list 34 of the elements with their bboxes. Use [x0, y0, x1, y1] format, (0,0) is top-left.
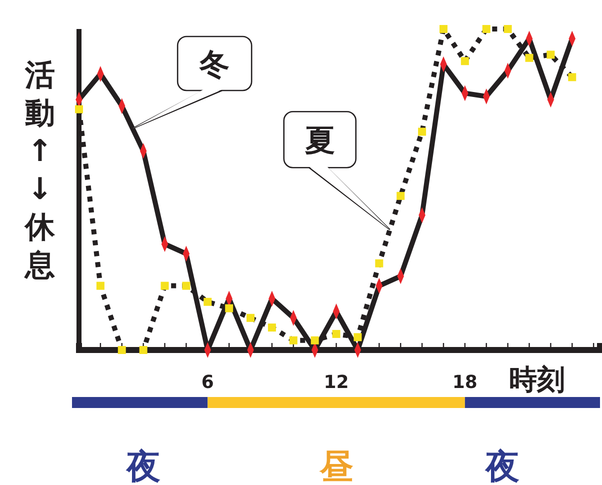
point	[546, 50, 555, 59]
point	[396, 192, 405, 200]
x-tick-label: 12	[324, 372, 349, 393]
point	[332, 330, 340, 338]
point	[504, 25, 512, 33]
text: 夜	[484, 447, 520, 485]
x-tick-label: 6	[201, 372, 214, 393]
point	[310, 336, 319, 344]
point	[525, 54, 534, 62]
point	[225, 304, 234, 312]
point	[75, 105, 83, 114]
point	[482, 25, 490, 33]
text: 冬	[198, 48, 230, 83]
point	[182, 282, 190, 290]
point	[268, 324, 276, 332]
point	[204, 298, 212, 306]
text: 昼	[318, 447, 354, 485]
point	[418, 128, 426, 136]
x-axis-title: 時刻	[509, 363, 565, 396]
point	[246, 314, 255, 322]
point	[460, 57, 469, 66]
point	[354, 333, 362, 342]
text: 夏	[304, 124, 335, 159]
y-axis-title: 活動↑↓休息	[24, 58, 56, 283]
point	[160, 282, 169, 290]
x-tick-label: 18	[452, 372, 478, 393]
point	[118, 346, 126, 354]
text: 夜	[125, 447, 160, 485]
point	[375, 259, 384, 268]
point	[439, 25, 448, 33]
point	[96, 282, 104, 290]
point	[139, 346, 148, 354]
point	[289, 336, 298, 344]
point	[568, 73, 576, 82]
